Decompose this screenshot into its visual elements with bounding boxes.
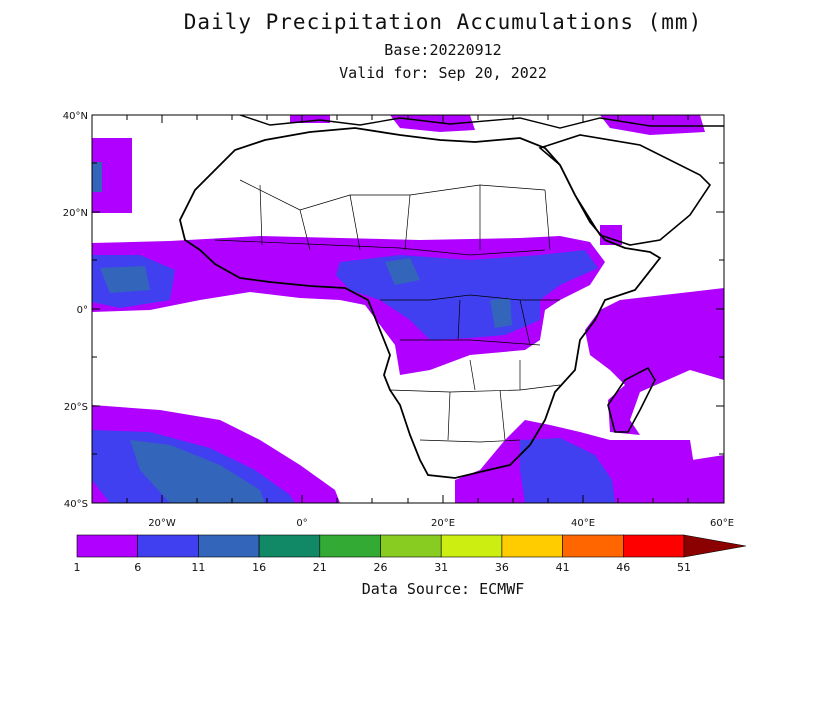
precip-area [130,440,265,503]
colorbar-label: 36 [495,561,509,574]
colorbar-label: 6 [134,561,141,574]
colorbar-swatch [501,534,563,558]
precip-band [490,298,512,328]
colorbar-label: 31 [434,561,448,574]
colorbar-swatch [319,534,381,558]
colorbar-swatch [622,534,685,558]
country-borders [214,179,561,443]
precip-area [290,115,330,123]
colorbar-swatch [440,534,503,558]
colorbar: 1 6 11 16 21 26 31 36 41 46 51 [74,534,747,574]
precip-area [92,162,102,192]
lat-tick-label: 20°N [63,208,88,219]
data-source: Data Source: ECMWF [361,580,525,598]
colorbar-swatch [380,534,442,558]
colorbar-label: 46 [616,561,630,574]
lat-tick-label: 0° [77,305,88,316]
madagascar-outline [607,366,656,433]
precip-area [585,288,724,503]
precip-fields [92,115,724,503]
lon-tick-label: 0° [296,518,307,529]
colorbar-label: 16 [252,561,266,574]
colorbar-label: 51 [677,561,691,574]
lat-tick-label: 20°S [64,402,88,413]
colorbar-swatch [258,534,321,558]
colorbar-swatch [198,534,260,558]
colorbar-swatch [562,534,624,558]
coastline [179,127,662,479]
lon-tick-label: 40°E [571,518,595,529]
colorbar-label: 1 [74,561,81,574]
colorbar-label: 26 [374,561,388,574]
precip-area [600,115,705,135]
colorbar-label: 41 [556,561,570,574]
base-date: Base:20220912 [384,41,502,59]
precip-band [385,258,420,285]
lat-tick-label: 40°S [64,499,88,510]
valid-date: Valid for: Sep 20, 2022 [339,64,547,82]
precip-band [100,266,150,293]
colorbar-swatch [76,534,139,558]
precip-area [520,438,615,503]
tick-marks [92,114,724,504]
lon-tick-label: 20°E [431,518,455,529]
colorbar-label: 11 [191,561,205,574]
lon-tick-label: 20°W [148,518,176,529]
colorbar-label: 21 [313,561,327,574]
lon-tick-label: 60°E [710,518,734,529]
lat-tick-label: 40°N [63,111,88,122]
coastline [239,115,724,129]
coastline [538,134,712,246]
colorbar-swatch [137,534,199,558]
colorbar-arrow [683,534,747,558]
map-title: Daily Precipitation Accumulations (mm) [183,10,703,34]
